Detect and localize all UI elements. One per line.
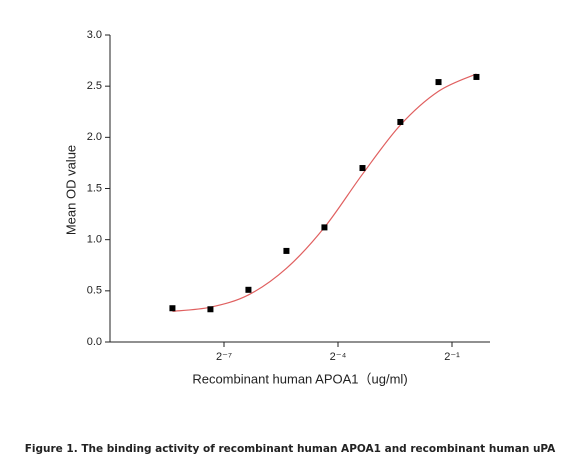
- y-tick-label: 2.5: [87, 80, 102, 92]
- y-tick-label: 2.0: [87, 131, 102, 143]
- data-point: [283, 247, 290, 254]
- data-point: [207, 306, 214, 313]
- y-axis-label: Mean OD value: [63, 145, 78, 235]
- data-point: [321, 224, 328, 231]
- data-point: [473, 73, 480, 80]
- y-tick-label: 1.0: [87, 234, 102, 246]
- caption: Figure 1. The binding activity of recomb…: [25, 443, 556, 455]
- x-tick-label: 2⁻⁷: [216, 351, 232, 363]
- fit-curve: [172, 73, 477, 312]
- y-tick-label: 0.0: [87, 336, 102, 348]
- x-tick-label: 2⁻¹: [444, 351, 460, 363]
- y-tick-label: 0.5: [87, 285, 102, 297]
- data-point: [435, 79, 442, 86]
- y-tick-label: 1.5: [87, 182, 102, 194]
- x-tick-label: 2⁻⁴: [330, 351, 347, 363]
- data-point: [245, 286, 252, 293]
- data-point: [359, 165, 366, 172]
- x-axis-label: Recombinant human APOA1（ug/ml): [192, 371, 407, 386]
- y-tick-label: 3.0: [87, 29, 102, 41]
- data-point: [169, 305, 176, 312]
- data-point: [397, 118, 404, 125]
